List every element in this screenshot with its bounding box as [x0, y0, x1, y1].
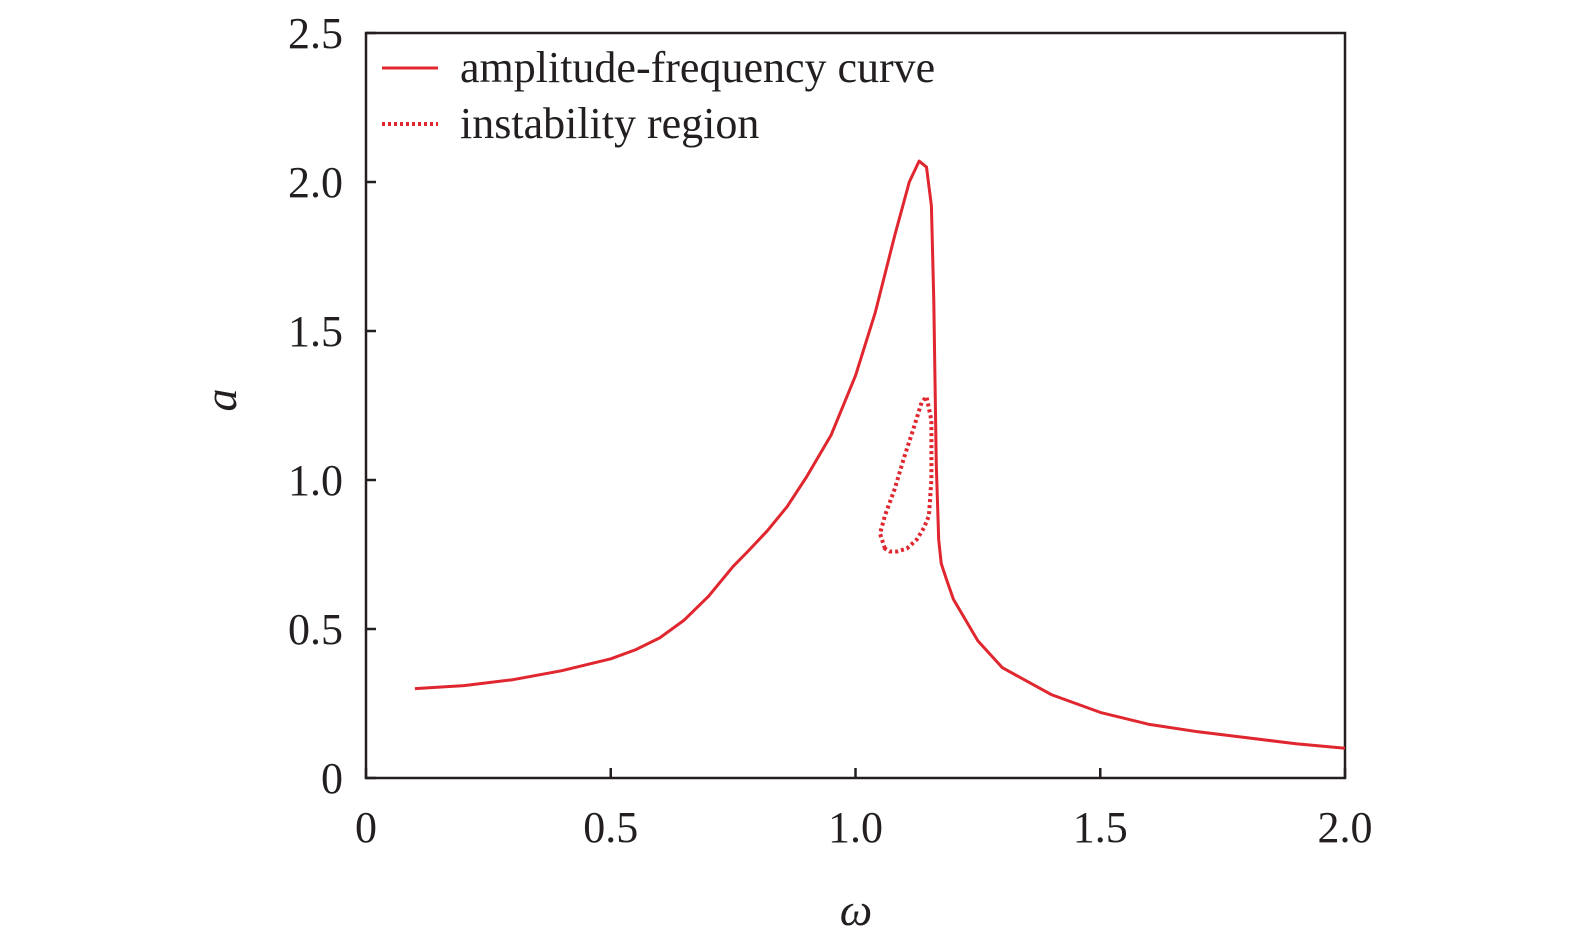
y-tick-label: 2.0: [288, 158, 343, 207]
legend-label: instability region: [460, 99, 759, 148]
y-tick-label: 0: [321, 754, 343, 803]
legend-label: amplitude-frequency curve: [460, 43, 935, 92]
x-tick-label: 0.5: [583, 803, 638, 852]
y-tick-label: 2.5: [288, 9, 343, 58]
x-tick-label: 2.0: [1318, 803, 1373, 852]
legend: amplitude-frequency curve instability reg…: [382, 43, 935, 148]
x-tick-label: 1.5: [1073, 803, 1128, 852]
y-tick-label: 1.5: [288, 307, 343, 356]
x-axis-ticks: 0 0.5 1.0 1.5 2.0: [355, 768, 1373, 852]
x-tick-label: 1.0: [828, 803, 883, 852]
y-tick-label: 1.0: [288, 456, 343, 505]
y-axis-ticks: 0 0.5 1.0 1.5 2.0 2.5: [288, 9, 376, 803]
y-tick-label: 0.5: [288, 605, 343, 654]
series-instability-region: [878, 394, 934, 554]
series-layer: [414, 159, 1346, 750]
y-axis-title: a: [195, 389, 246, 412]
x-tick-label: 0: [355, 803, 377, 852]
series-amplitude-frequency-curve: [414, 159, 1346, 750]
x-axis-title: ω: [840, 884, 872, 935]
